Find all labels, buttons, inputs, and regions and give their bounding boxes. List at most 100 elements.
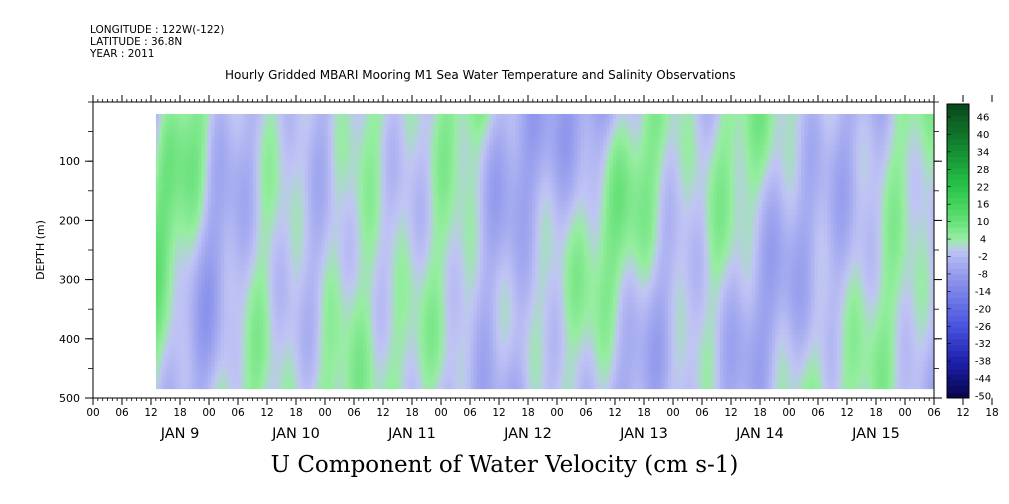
field-cell — [175, 118, 180, 124]
field-cell — [869, 118, 873, 124]
field-cell — [408, 155, 413, 161]
field-cell — [201, 155, 206, 161]
field-cell — [625, 159, 630, 165]
field-cell — [632, 187, 637, 193]
field-cell — [444, 168, 449, 175]
field-cell — [600, 178, 604, 184]
field-cell — [522, 127, 527, 133]
field-cell — [269, 132, 274, 138]
field-cell — [557, 187, 562, 193]
field-cell — [603, 168, 608, 175]
field-cell — [185, 168, 189, 175]
field-cell — [664, 201, 669, 207]
field-cell — [587, 168, 591, 175]
field-cell — [353, 141, 358, 147]
field-cell — [904, 178, 909, 184]
field-cell — [580, 113, 585, 120]
field-cell — [638, 182, 643, 188]
field-cell — [755, 113, 760, 120]
field-cell — [830, 127, 835, 133]
field-cell — [191, 155, 196, 161]
field-cell — [580, 118, 585, 124]
field-cell — [574, 136, 578, 142]
field-cell — [392, 201, 397, 207]
field-cell — [661, 145, 666, 152]
field-cell — [415, 182, 420, 188]
field-cell — [493, 150, 497, 156]
field-cell — [661, 118, 666, 124]
field-cell — [197, 205, 202, 211]
field-cell — [775, 123, 779, 129]
field-cell — [846, 145, 851, 152]
field-cell — [314, 150, 319, 156]
field-cell — [791, 155, 796, 161]
field-cell — [544, 191, 549, 198]
field-cell — [159, 173, 163, 179]
field-cell — [373, 164, 377, 170]
field-cell — [197, 173, 202, 179]
field-cell — [437, 159, 442, 165]
field-cell — [557, 191, 562, 198]
field-cell — [587, 132, 591, 138]
field-cell — [460, 123, 465, 129]
field-cell — [775, 191, 779, 198]
field-cell — [489, 118, 494, 124]
field-cell — [564, 178, 569, 184]
field-cell — [282, 159, 287, 165]
field-cell — [418, 113, 423, 120]
field-cell — [301, 196, 306, 202]
field-cell — [259, 182, 264, 188]
field-cell — [337, 123, 342, 129]
field-cell — [687, 127, 692, 133]
field-cell — [596, 187, 601, 193]
field-cell — [470, 205, 475, 211]
field-cell — [376, 196, 381, 202]
field-cell — [749, 127, 754, 133]
field-cell — [444, 118, 449, 124]
field-cell — [531, 145, 536, 152]
field-cell — [716, 136, 721, 142]
field-cell — [528, 141, 533, 147]
field-cell — [347, 132, 351, 138]
field-cell — [437, 127, 442, 133]
field-cell — [732, 187, 737, 193]
field-cell — [917, 187, 922, 193]
field-cell — [301, 118, 306, 124]
field-cell — [830, 118, 835, 124]
field-cell — [337, 118, 342, 124]
field-cell — [843, 141, 848, 147]
field-cell — [700, 118, 705, 124]
field-cell — [288, 113, 293, 120]
field-cell — [353, 118, 358, 124]
field-cell — [292, 145, 296, 152]
field-cell — [347, 178, 351, 184]
field-cell — [642, 205, 647, 211]
field-cell — [752, 205, 757, 211]
field-cell — [642, 113, 647, 120]
field-cell — [253, 141, 257, 147]
field-cell — [684, 201, 689, 207]
field-cell — [321, 118, 326, 124]
field-cell — [499, 136, 504, 142]
field-cell — [350, 150, 355, 156]
field-cell — [872, 155, 877, 161]
field-cell — [710, 127, 715, 133]
field-cell — [726, 196, 731, 202]
field-cell — [603, 196, 608, 202]
field-cell — [262, 173, 267, 179]
field-cell — [386, 201, 390, 207]
field-cell — [194, 168, 199, 175]
field-cell — [496, 173, 501, 179]
field-cell — [625, 132, 630, 138]
field-cell — [674, 118, 679, 124]
field-cell — [658, 187, 663, 193]
field-cell — [421, 164, 426, 170]
field-cell — [214, 168, 219, 175]
field-cell — [622, 187, 627, 193]
field-cell — [444, 150, 449, 156]
field-cell — [538, 182, 543, 188]
field-cell — [175, 173, 180, 179]
field-cell — [502, 145, 507, 152]
field-cell — [447, 168, 452, 175]
field-cell — [554, 136, 559, 142]
